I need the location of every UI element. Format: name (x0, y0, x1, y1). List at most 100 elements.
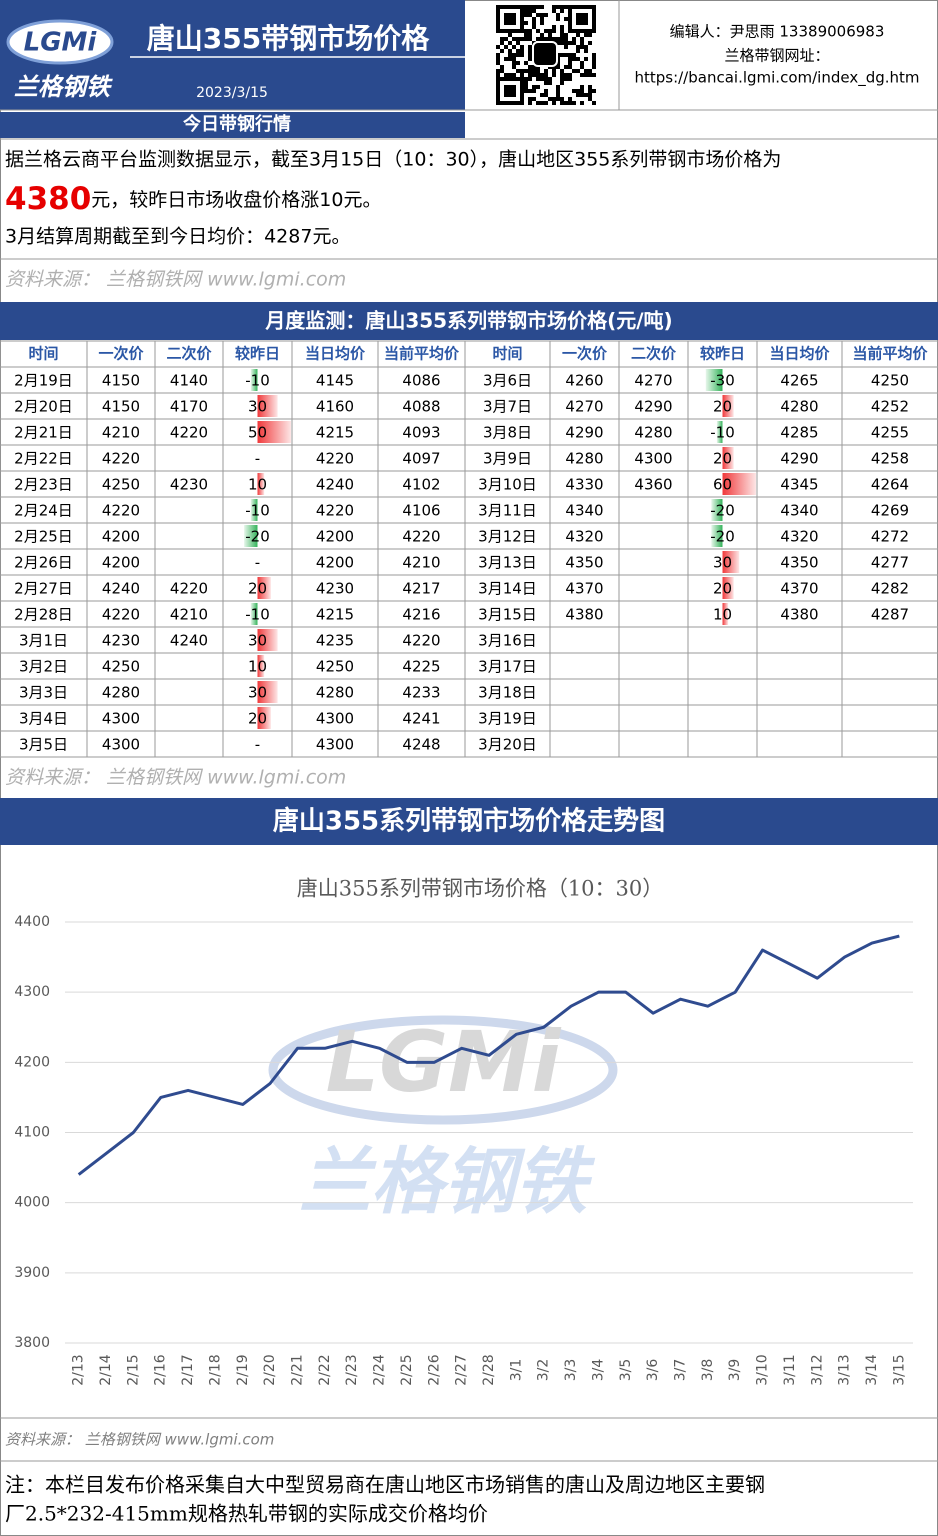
table-cell: 4265 (780, 372, 818, 390)
table-cell: 4210 (170, 606, 208, 624)
change-bar (711, 499, 723, 521)
x-tick-label: 2/14 (98, 1354, 114, 1386)
qr-cell (580, 93, 584, 97)
table-cell: 3月6日 (483, 372, 532, 390)
qr-cell (528, 5, 532, 9)
qr-cell (552, 29, 556, 33)
source: 资料来源： 兰格钢铁网 www.lgmi.com (5, 1431, 274, 1449)
qr-cell (580, 61, 584, 65)
qr-cell (536, 13, 540, 17)
table-cell: 4102 (402, 476, 440, 494)
table-cell: 20 (713, 580, 732, 598)
qr-cell (504, 37, 508, 41)
table-cell: 4330 (565, 476, 603, 494)
editor: 编辑人：尹思雨 13389006983 (670, 23, 885, 41)
chart-bar (0, 798, 938, 845)
table-cell: 4264 (871, 476, 909, 494)
qr-cell (532, 25, 536, 29)
qr-cell (500, 65, 504, 69)
table-cell: 4370 (565, 580, 603, 598)
qr-cell (576, 45, 580, 49)
qr-cell (496, 73, 500, 77)
qr-cell (508, 33, 512, 37)
change-bar (722, 447, 734, 469)
table-cell: 4240 (102, 580, 140, 598)
table-cell: 3月18日 (478, 684, 537, 702)
table-cell: 4282 (871, 580, 909, 598)
qr-cell (504, 73, 508, 77)
logo-badge (6, 19, 114, 65)
table-cell: 4086 (402, 372, 440, 390)
table-cell: 4300 (102, 736, 140, 754)
table-cell: 4280 (780, 398, 818, 416)
qr-cell (516, 69, 520, 73)
date: 2023/3/15 (196, 85, 268, 101)
change-bar (257, 421, 291, 443)
table-cell: 4240 (316, 476, 354, 494)
qr-cell (572, 101, 576, 105)
y-tick-label: 4000 (14, 1195, 50, 1211)
x-tick-label: 3/8 (700, 1359, 716, 1382)
qr-cell (580, 41, 584, 45)
qr-cell (500, 37, 504, 41)
x-tick-label: 3/15 (891, 1354, 907, 1385)
qr-cell (552, 69, 556, 73)
x-tick-label: 3/3 (563, 1359, 579, 1382)
table-cell: 4220 (402, 528, 440, 546)
qr-cell (552, 9, 556, 13)
change-bar (722, 551, 740, 573)
column-header: 时间 (28, 345, 58, 363)
qr-cell (528, 33, 532, 37)
x-tick-label: 3/2 (536, 1359, 552, 1382)
qr-cell (576, 89, 580, 93)
qr-cell (552, 73, 556, 77)
qr-cell (588, 89, 592, 93)
table-cell: 4200 (316, 528, 354, 546)
qr-cell (552, 37, 556, 41)
qr-cell (580, 85, 584, 89)
table-cell: 4340 (565, 502, 603, 520)
qr-cell (560, 9, 564, 13)
table-cell: 3月16日 (478, 632, 537, 650)
qr-cell (544, 89, 548, 93)
qr-cell (532, 73, 536, 77)
table-cell: - (255, 450, 260, 468)
x-tick-label: 3/12 (809, 1354, 825, 1385)
x-tick-label: 3/4 (590, 1359, 606, 1382)
qr-cell (532, 5, 536, 9)
column-header: 一次价 (98, 345, 144, 363)
qr-cell (496, 45, 500, 49)
section-bar (0, 112, 465, 138)
table-cell: 4241 (402, 710, 440, 728)
table-cell: 30 (248, 632, 267, 650)
table-cell: 3月10日 (478, 476, 537, 494)
qr-cell (580, 37, 584, 41)
table-cell: -20 (710, 502, 735, 520)
qr-cell (560, 69, 564, 73)
table-cell: 20 (713, 450, 732, 468)
qr-cell (568, 61, 572, 65)
table-cell: 4200 (316, 554, 354, 572)
table-cell: 50 (248, 424, 267, 442)
qr-cell (512, 53, 516, 57)
qr-cell (576, 69, 580, 73)
qr-cell (568, 77, 572, 81)
x-tick-label: 2/27 (454, 1354, 470, 1385)
table-cell: 4370 (780, 580, 818, 598)
table-cell: 4290 (565, 424, 603, 442)
table-cell: 4235 (316, 632, 354, 650)
qr-cell (524, 5, 528, 9)
table-cell: 4220 (316, 502, 354, 520)
qr-cell (524, 69, 528, 73)
table-cell: 10 (248, 658, 267, 676)
qr-cell (556, 61, 560, 65)
qr-cell (512, 37, 516, 41)
qr-cell (544, 13, 548, 17)
change-bar (257, 655, 265, 677)
column-header: 时间 (492, 345, 522, 363)
qr-cell (536, 85, 540, 89)
qr-cell (540, 93, 544, 97)
y-tick-label: 4200 (14, 1054, 50, 1070)
change-bar (722, 603, 729, 625)
qr-cell (568, 53, 572, 57)
